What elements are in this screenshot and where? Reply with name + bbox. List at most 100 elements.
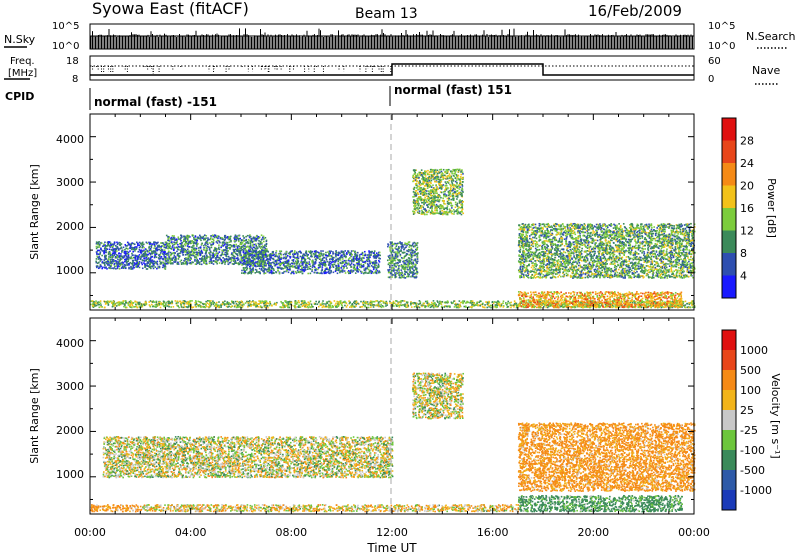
data-point [208,252,210,254]
data-point [221,251,224,253]
data-point [167,247,170,250]
data-point [328,304,330,307]
data-point [489,304,492,307]
data-point [691,300,693,302]
data-point [486,303,489,305]
data-point [226,301,229,303]
data-point [603,302,606,305]
data-point [484,304,486,306]
data-point [230,305,233,308]
data-point [443,306,446,308]
data-point [148,249,151,251]
data-point [166,243,169,246]
data-point [228,258,231,261]
data-point [218,248,221,251]
data-point [124,300,127,303]
data-point [280,306,283,309]
nave-tick-high: 60 [708,56,721,67]
data-point [479,304,482,307]
data-point [169,247,171,250]
data-point [329,305,332,307]
data-point [131,254,134,257]
data-point [245,239,248,242]
data-point [210,236,212,238]
data-point [227,259,230,262]
data-point [113,263,116,265]
data-point [182,245,185,247]
data-point [204,306,207,309]
data-point [136,306,139,309]
data-point [496,306,499,308]
data-point [129,257,132,260]
data-point [190,258,192,261]
data-point [257,303,260,305]
data-point [208,300,210,302]
data-point [239,255,241,257]
data-point [367,306,370,309]
data-point [243,303,245,306]
data-point [438,303,440,306]
data-point [205,241,208,244]
nsky-tick-high: 10^5 [52,21,79,32]
data-point [224,234,226,237]
data-point [354,254,357,257]
data-point [355,302,357,304]
data-point [185,262,187,264]
data-point [165,301,167,304]
data-point [418,306,420,309]
data-point [226,243,229,246]
data-point [127,254,130,257]
data-point [133,248,136,251]
data-point [148,260,150,262]
data-point [126,263,129,266]
data-point [243,259,246,262]
data-point [359,306,361,308]
data-point [487,302,490,304]
data-point [282,264,285,266]
data-point [157,303,160,305]
data-point [240,300,243,303]
data-point [400,304,403,307]
data-point [216,236,218,239]
data-point [601,304,603,306]
data-point [108,256,110,258]
data-point [640,302,642,305]
data-point [142,245,144,247]
data-point [169,254,172,257]
data-point [113,251,115,254]
data-point [339,252,341,255]
data-point [155,262,157,265]
data-point [180,250,182,253]
data-point [213,249,216,252]
data-point [294,300,297,302]
data-point [246,245,249,248]
data-point [421,305,423,308]
data-point [334,260,336,262]
freq-label-line1: Freq. [10,56,35,67]
data-point [372,268,375,271]
data-point [218,235,220,238]
data-point [201,252,204,254]
data-point [117,304,120,306]
data-point [144,264,147,267]
data-point [112,303,114,306]
data-point [160,303,163,306]
data-point [155,252,158,255]
data-point [471,306,473,309]
data-point [180,259,183,262]
data-point [248,246,250,249]
data-point [255,237,258,240]
data-point [120,263,123,266]
data-point [163,267,166,270]
data-point [368,254,371,257]
data-point [422,302,425,305]
data-point [109,267,111,269]
data-point [259,302,262,304]
data-point [254,236,257,239]
data-point [237,262,240,264]
data-point [250,237,253,240]
data-point [140,249,143,252]
data-point [195,253,197,256]
data-point [254,268,257,271]
data-point [287,306,289,309]
